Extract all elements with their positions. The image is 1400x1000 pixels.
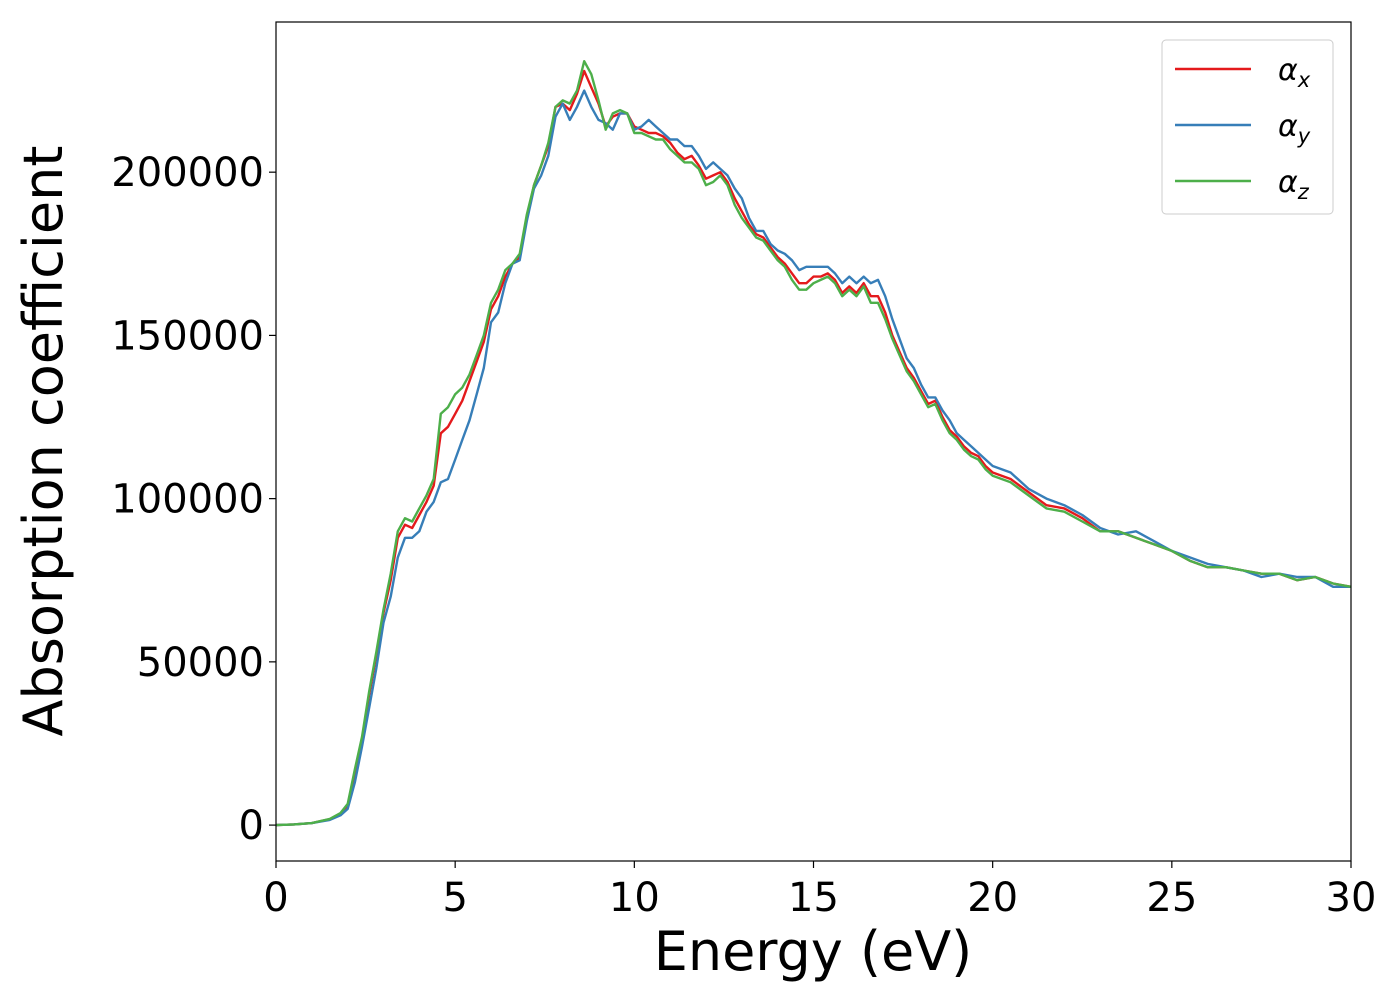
series-layer (275, 60, 1352, 827)
series-line-y (275, 89, 1351, 827)
legend-label-x: αx (1278, 53, 1311, 92)
legend-label-subscript: x (1297, 68, 1311, 92)
legend-label-symbol: α (1278, 109, 1298, 144)
x-tick-label: 0 (263, 875, 288, 921)
y-tick-label: 100000 (111, 477, 264, 523)
series-line-x (275, 69, 1352, 827)
x-tick-label: 15 (788, 875, 839, 921)
x-tick-label: 20 (967, 875, 1018, 921)
x-tick-label: 5 (442, 875, 467, 921)
y-axis: 0 50000 100000 150000 200000 (111, 150, 276, 849)
legend-label-subscript: y (1297, 124, 1311, 148)
x-tick-label: 10 (609, 875, 660, 921)
y-tick-label: 50000 (137, 640, 264, 686)
x-axis: 0 5 10 15 20 25 30 (263, 861, 1376, 921)
y-tick-label: 0 (239, 803, 264, 849)
legend-label-y: αy (1278, 109, 1311, 148)
x-axis-label: Energy (eV) (654, 920, 973, 983)
legend-label-z: αz (1278, 165, 1310, 204)
legend-label-subscript: z (1297, 180, 1310, 204)
y-axis-label: Absorption coefficient (12, 146, 75, 737)
legend-box (1161, 39, 1334, 215)
legend-label-symbol: α (1278, 53, 1298, 88)
series-line-z (275, 60, 1352, 827)
x-tick-label: 25 (1146, 875, 1197, 921)
x-tick-label: 30 (1326, 875, 1377, 921)
legend-label-symbol: α (1278, 165, 1298, 200)
y-tick-label: 200000 (111, 150, 264, 196)
y-tick-label: 150000 (111, 313, 264, 359)
